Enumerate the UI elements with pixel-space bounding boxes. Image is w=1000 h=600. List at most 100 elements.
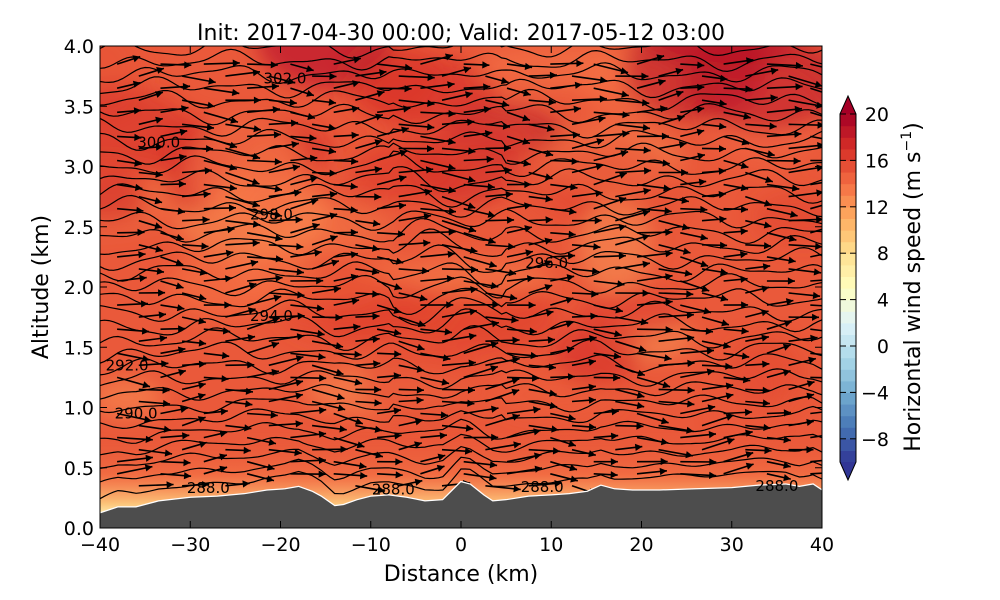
wind-arrow-head xyxy=(184,61,192,69)
wind-arrow-head xyxy=(763,199,772,207)
wind-arrow-head xyxy=(375,451,383,459)
wind-arrow-head xyxy=(318,353,326,361)
colorbar-level xyxy=(840,322,856,335)
wind-arrow-head xyxy=(340,445,348,453)
wind-arrow-head xyxy=(503,144,511,152)
wind-arrow-head xyxy=(139,274,147,282)
wind-arrow-head xyxy=(544,284,553,291)
wind-arrow-head xyxy=(463,66,471,74)
wind-arrow-head xyxy=(296,333,305,341)
wind-arrow-head xyxy=(178,369,186,376)
wind-arrow-head xyxy=(588,358,596,366)
wind-arrow-head xyxy=(806,418,814,426)
wind-arrow-head xyxy=(506,216,515,224)
wind-arrow-head xyxy=(180,405,188,413)
wind-arrow-head xyxy=(706,347,714,355)
wind-arrow-head xyxy=(225,275,233,283)
wind-arrow-head xyxy=(414,441,422,449)
wind-arrow-head xyxy=(545,216,553,224)
wind-arrow-head xyxy=(698,178,707,186)
wind-arrow-head xyxy=(523,159,531,167)
wind-arrow-head xyxy=(182,432,190,440)
wind-arrow-head xyxy=(656,54,665,62)
wind-arrow-head xyxy=(761,285,770,293)
wind-arrow-head xyxy=(289,98,297,107)
wind-arrow-head xyxy=(610,432,619,440)
wind-arrow-head xyxy=(136,206,144,214)
colorbar-level xyxy=(840,172,856,185)
wind-arrow-head xyxy=(642,209,650,217)
wind-arrow-head xyxy=(762,399,770,407)
colorbar-level xyxy=(840,404,856,417)
wind-arrow-head xyxy=(272,106,280,114)
wind-arrow-head xyxy=(179,128,188,136)
colorbar-tick-label: −8 xyxy=(861,429,889,451)
wind-arrow-head xyxy=(403,105,411,113)
wind-arrow-head xyxy=(229,184,237,192)
wind-arrow-head xyxy=(512,413,520,421)
wind-arrow-head xyxy=(270,411,278,419)
wind-arrow-head xyxy=(770,94,778,102)
y-tick-label: 2.5 xyxy=(64,217,94,239)
wind-arrow-head xyxy=(437,453,446,461)
wind-arrow-head xyxy=(198,382,206,389)
wind-arrow-head xyxy=(599,95,607,103)
wind-arrow-head xyxy=(546,124,555,132)
wind-arrow-head xyxy=(551,425,559,433)
wind-arrow-head xyxy=(665,298,673,306)
wind-arrow-head xyxy=(511,377,520,385)
wind-arrow-head xyxy=(247,361,255,369)
wind-arrow-head xyxy=(636,422,644,430)
wind-arrow-head xyxy=(314,249,322,257)
wind-arrow-head xyxy=(447,81,455,89)
isentrope-line xyxy=(100,194,822,218)
wind-arrow-head xyxy=(197,416,206,423)
colorbar-level xyxy=(840,137,856,150)
wind-arrow-head xyxy=(833,93,841,100)
wind-arrow-head xyxy=(545,195,553,203)
wind-arrow-head xyxy=(718,191,726,199)
wind-arrow-head xyxy=(642,260,650,268)
wind-arrow-head xyxy=(681,196,689,204)
x-tick-label: 20 xyxy=(629,534,653,556)
wind-arrow-head xyxy=(142,381,150,389)
wind-arrow-head xyxy=(642,99,650,107)
colorbar-level xyxy=(840,415,856,428)
wind-arrow-head xyxy=(329,212,338,220)
wind-arrow-head xyxy=(318,430,327,438)
wind-arrow-head xyxy=(266,475,274,483)
wind-arrow-head xyxy=(686,311,694,319)
wind-arrow-head xyxy=(183,472,192,480)
wind-arrow-head xyxy=(723,342,731,350)
isentrope-line xyxy=(100,62,822,85)
isentrope-line xyxy=(100,405,822,430)
colorbar-level xyxy=(840,380,856,393)
wind-arrow-head xyxy=(329,72,337,80)
wind-arrow-head xyxy=(154,222,162,230)
wind-arrow-head xyxy=(247,334,256,342)
wind-arrow-head xyxy=(156,267,164,275)
wind-arrow-head xyxy=(275,274,283,282)
wind-arrow-head xyxy=(720,74,728,82)
wind-arrow-head xyxy=(155,245,163,253)
colorbar-level xyxy=(840,206,856,219)
wind-arrow-head xyxy=(372,335,380,343)
wind-arrow-head xyxy=(374,193,382,201)
wind-arrow-head xyxy=(397,230,405,238)
wind-arrow-head xyxy=(547,336,555,344)
wind-arrow-head xyxy=(221,375,229,383)
wind-arrow-head xyxy=(642,124,650,132)
wind-arrow-head xyxy=(295,392,303,400)
colorbar-level xyxy=(840,450,856,463)
wind-arrow-head xyxy=(355,418,363,425)
contour-label: 292.0 xyxy=(106,356,149,374)
wind-arrow-head xyxy=(740,227,748,235)
wind-arrow-head xyxy=(769,122,777,130)
wind-arrow-head xyxy=(614,330,622,338)
wind-arrow-head xyxy=(719,145,726,153)
wind-arrow-head xyxy=(350,182,358,190)
wind-arrow-head xyxy=(566,274,575,282)
wind-arrow-head xyxy=(244,424,252,432)
wind-arrow-head xyxy=(637,369,645,377)
wind-arrow-head xyxy=(511,388,520,396)
